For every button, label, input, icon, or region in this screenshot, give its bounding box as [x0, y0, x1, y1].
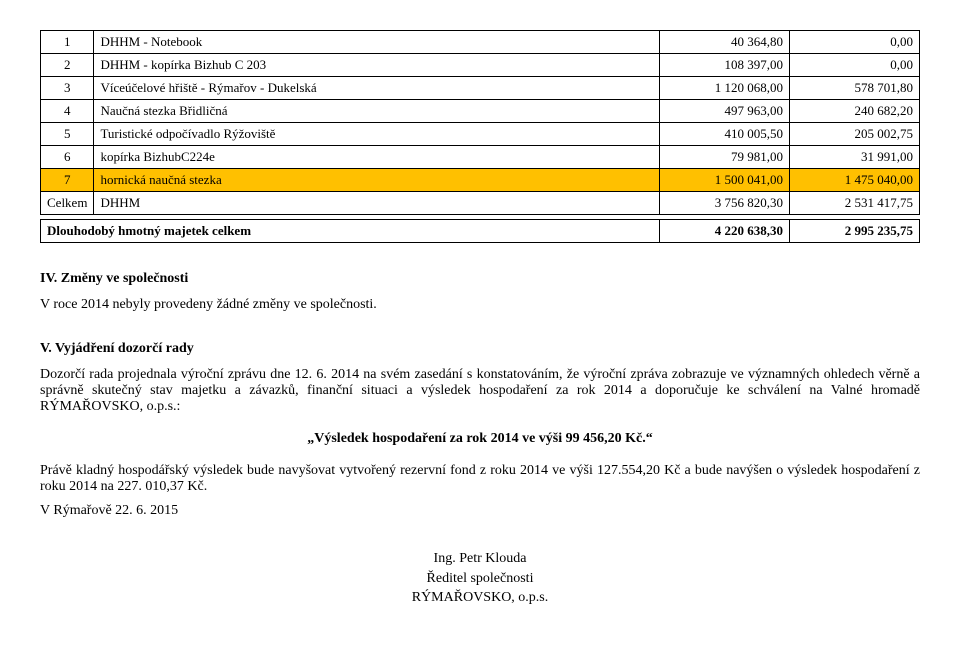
- row-label: Naučná stezka Břidličná: [94, 100, 660, 123]
- grand-total-v1: 4 220 638,30: [660, 220, 790, 243]
- closing-paragraph: Právě kladný hospodářský výsledek bude n…: [40, 463, 920, 495]
- sig-role: Ředitel společnosti: [40, 569, 920, 589]
- row-v1: 410 005,50: [660, 123, 790, 146]
- sig-org: RÝMAŘOVSKO, o.p.s.: [40, 588, 920, 608]
- sig-name: Ing. Petr Klouda: [40, 549, 920, 569]
- row-index: 2: [41, 54, 94, 77]
- result-quote: „Výsledek hospodaření za rok 2014 ve výš…: [40, 431, 920, 447]
- row-v2: 205 002,75: [790, 123, 920, 146]
- grand-total-label: Dlouhodobý hmotný majetek celkem: [41, 220, 660, 243]
- row-v1: 497 963,00: [660, 100, 790, 123]
- table-row: 4Naučná stezka Břidličná497 963,00240 68…: [41, 100, 920, 123]
- row-index: 6: [41, 146, 94, 169]
- row-v1: 40 364,80: [660, 31, 790, 54]
- row-v2: 1 475 040,00: [790, 169, 920, 192]
- total-v2: 2 531 417,75: [790, 192, 920, 215]
- section-iv-text: V roce 2014 nebyly provedeny žádné změny…: [40, 297, 920, 313]
- row-label: DHHM - Notebook: [94, 31, 660, 54]
- total-label: DHHM: [94, 192, 660, 215]
- signature-block: Ing. Petr Klouda Ředitel společnosti RÝM…: [40, 549, 920, 608]
- row-v2: 0,00: [790, 54, 920, 77]
- section-v-title: V. Vyjádření dozorčí rady: [40, 341, 920, 357]
- table-row: 7hornická naučná stezka1 500 041,001 475…: [41, 169, 920, 192]
- row-v2: 240 682,20: [790, 100, 920, 123]
- row-label: DHHM - kopírka Bizhub C 203: [94, 54, 660, 77]
- total-row: CelkemDHHM3 756 820,302 531 417,75: [41, 192, 920, 215]
- row-label: kopírka BizhubC224e: [94, 146, 660, 169]
- row-index: 3: [41, 77, 94, 100]
- row-index: 7: [41, 169, 94, 192]
- table-row: 6kopírka BizhubC224e79 981,0031 991,00: [41, 146, 920, 169]
- table-row: 1DHHM - Notebook40 364,800,00: [41, 31, 920, 54]
- row-label: Turistické odpočívadlo Rýžoviště: [94, 123, 660, 146]
- date-line: V Rýmařově 22. 6. 2015: [40, 503, 920, 519]
- table-row: 3Víceúčelové hřiště - Rýmařov - Dukelská…: [41, 77, 920, 100]
- table-row: 2DHHM - kopírka Bizhub C 203108 397,000,…: [41, 54, 920, 77]
- asset-table: 1DHHM - Notebook40 364,800,002DHHM - kop…: [40, 30, 920, 215]
- grand-total-v2: 2 995 235,75: [790, 220, 920, 243]
- section-iv-title: IV. Změny ve společnosti: [40, 271, 920, 287]
- total-index: Celkem: [41, 192, 94, 215]
- row-v1: 1 120 068,00: [660, 77, 790, 100]
- row-index: 5: [41, 123, 94, 146]
- grand-total-row: Dlouhodobý hmotný majetek celkem 4 220 6…: [41, 220, 920, 243]
- row-v1: 108 397,00: [660, 54, 790, 77]
- row-index: 4: [41, 100, 94, 123]
- row-v1: 79 981,00: [660, 146, 790, 169]
- row-v1: 1 500 041,00: [660, 169, 790, 192]
- total-v1: 3 756 820,30: [660, 192, 790, 215]
- table-row: 5Turistické odpočívadlo Rýžoviště410 005…: [41, 123, 920, 146]
- row-label: Víceúčelové hřiště - Rýmařov - Dukelská: [94, 77, 660, 100]
- grand-total-table: Dlouhodobý hmotný majetek celkem 4 220 6…: [40, 219, 920, 243]
- row-label: hornická naučná stezka: [94, 169, 660, 192]
- row-v2: 31 991,00: [790, 146, 920, 169]
- row-v2: 0,00: [790, 31, 920, 54]
- row-v2: 578 701,80: [790, 77, 920, 100]
- row-index: 1: [41, 31, 94, 54]
- section-v-p1: Dozorčí rada projednala výroční zprávu d…: [40, 367, 920, 415]
